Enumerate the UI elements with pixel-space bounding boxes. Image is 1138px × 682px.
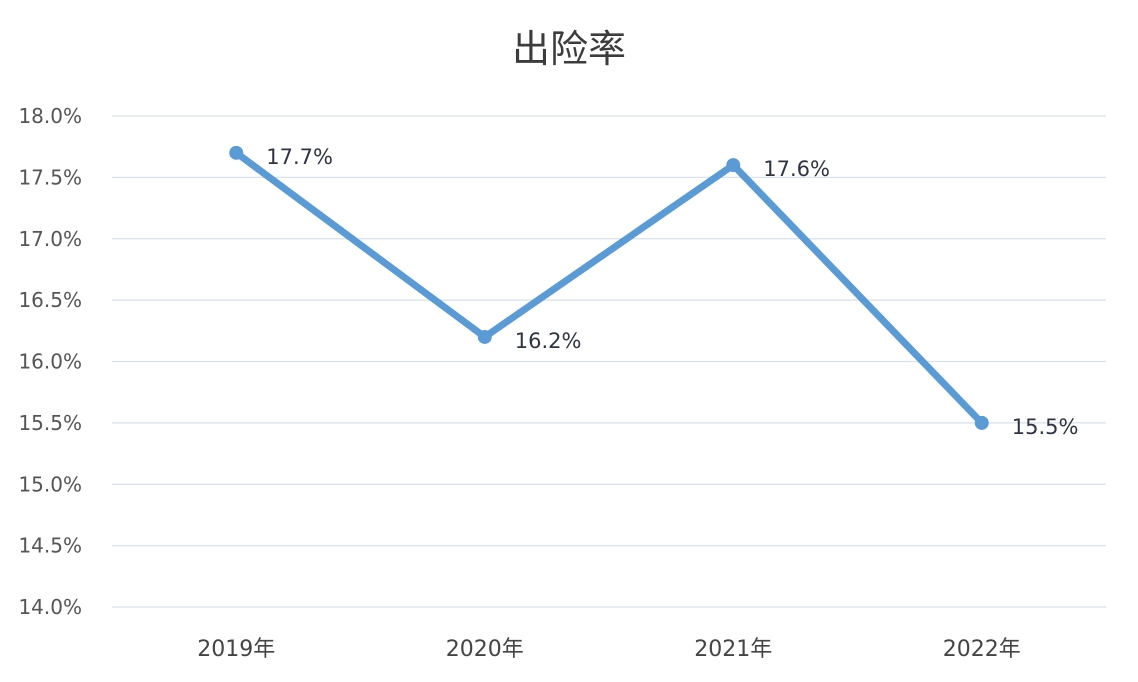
series-group — [232, 149, 986, 427]
x-tick-label: 2020年 — [446, 637, 524, 662]
y-tick-label: 15.5% — [18, 411, 82, 435]
grid-lines — [112, 115, 1106, 608]
y-tick-label: 15.0% — [18, 472, 82, 496]
y-tick-label: 16.0% — [18, 350, 82, 374]
y-tick-label: 17.5% — [18, 165, 82, 189]
data-point — [974, 415, 989, 430]
data-label: 17.7% — [266, 145, 333, 169]
y-tick-label: 14.0% — [18, 595, 82, 619]
data-point — [229, 145, 244, 160]
y-tick-label: 16.5% — [18, 288, 82, 312]
x-tick-label: 2021年 — [694, 637, 772, 662]
data-label: 15.5% — [1012, 415, 1079, 439]
data-label: 16.2% — [515, 329, 582, 353]
data-points — [229, 145, 989, 430]
y-tick-label: 17.0% — [18, 227, 82, 251]
data-point — [477, 329, 492, 344]
chart-title: 出险率 — [512, 27, 626, 71]
data-labels: 17.7% 16.2% 17.6% 15.5% — [266, 145, 1078, 439]
x-tick-label: 2022年 — [943, 637, 1021, 662]
series-line — [232, 149, 986, 427]
x-tick-label: 2019年 — [197, 637, 275, 662]
y-axis-tick-labels: 14.0% 14.5% 15.0% 15.5% 16.0% 16.5% 17.0% 17.5%… — [18, 104, 82, 619]
y-tick-label: 18.0% — [18, 104, 82, 128]
x-axis-tick-labels: 2019年 2020年 2021年 2022年 — [197, 637, 1021, 662]
y-tick-label: 14.5% — [18, 534, 82, 558]
data-label: 17.6% — [763, 157, 830, 181]
data-point — [726, 158, 741, 173]
